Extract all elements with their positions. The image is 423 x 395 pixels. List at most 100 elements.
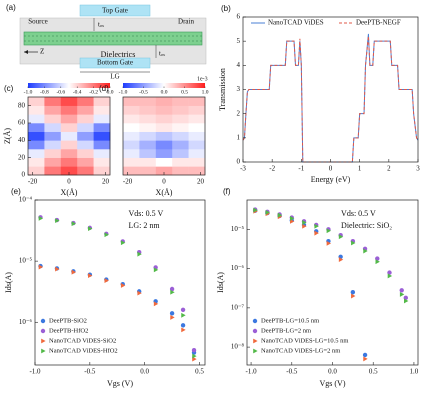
heatmap-cell [93,97,111,106]
heatmap-cell [77,140,94,150]
heatmap-cell [44,114,62,124]
y-tick-label: 10⁻⁵ [231,225,245,233]
y-axis-label: Ids(A) [4,272,13,293]
heatmap-cell [44,157,62,167]
heatmap-cell [44,166,62,176]
point [137,290,142,296]
point [326,240,332,246]
colorbar-tick-label: 0.0 [161,89,168,95]
heatmap-cell [188,166,206,176]
heatmap-cell [60,140,78,150]
channel [23,31,203,46]
heatmap-cell [172,166,189,176]
y-tick-label: 3 [237,85,241,93]
x-tick-label: -20 [123,178,133,186]
point [302,220,307,225]
z-label: Z [40,48,44,56]
heatmap-cell [60,105,78,115]
heatmap-cell [77,105,94,115]
y-axis-label: Z(Å) [3,128,12,144]
colorbar-tick-label: -0.8 [40,89,49,95]
x-tick-label: 1.0 [410,368,419,376]
x-axis-label: X(Å) [61,188,78,197]
point [88,226,93,232]
point [38,216,44,221]
colorbar-tick-label: 1.0 [202,89,209,95]
x-tick-label: -20 [28,178,38,186]
x-tick-label: 0.0 [140,368,149,376]
heatmap-cell [155,105,173,115]
heatmap-cell [188,149,206,158]
heatmap-cell [172,97,189,106]
dielectrics-label: Dielectrics [101,50,136,59]
point [399,292,405,297]
point [351,240,356,246]
top-gate-label: Top Gate [102,7,128,15]
heatmap-cell [123,166,140,176]
x-axis-label: X(Å) [156,188,173,197]
heatmap-cell [188,123,206,132]
heatmap-cell [28,157,45,167]
y-tick-label: 40 [18,136,26,144]
x-tick-label: -2 [269,165,275,173]
legend-label: DeePTB-LG=2 nm [261,327,311,334]
heatmap-cell [77,114,94,124]
colorbar-tick-label: -1.0 [119,89,128,95]
x-axis-label: Vgs (V) [320,379,346,388]
legend-label: DeePTB-LG=10.5 nm [261,317,319,324]
heatmap-cell [60,166,78,176]
point [362,352,368,358]
point [71,221,76,227]
heatmap-cell [28,114,45,124]
panel: (f) DeePTB-LG=10.5 nm DeePTB-LG=2 nm NanoTC… [216,187,419,388]
y-tick-label: 0 [22,171,26,179]
heatmap-cell [139,157,157,167]
point [181,327,186,333]
heatmap-cell [172,131,189,141]
annotation: Vds: 0.5 V [129,209,164,218]
legend-marker [252,318,258,324]
legend-marker [41,338,46,344]
heatmap-cell [28,131,45,141]
tox-label: tₒₓ [159,50,166,58]
heatmap-cell [44,149,62,158]
panel: (d) -1.0 -0.5 0.0 0.5 1.0 1e-3 -20 0 20 X(Å) [99,76,209,196]
colorbar [123,83,205,88]
heatmap-cell [28,149,45,158]
colorbar [28,83,110,88]
annotation: Vds: 0.5 V [341,209,376,218]
point [314,230,319,236]
point [181,312,186,318]
x-tick-label: 20 [102,178,110,186]
annotation: LG: 2 nm [129,221,161,230]
panel-label: (c) [4,84,14,93]
legend-marker [40,318,46,324]
point [180,307,186,312]
legend-marker [252,328,258,334]
heatmap-cell [123,105,140,115]
heatmap-cell [123,131,140,141]
y-tick-label: 60 [18,119,26,127]
heatmap-cell [93,123,111,132]
heatmap-cell [139,166,157,176]
point [170,289,175,295]
x-tick-label: -1.0 [29,368,41,376]
heatmap-cell [93,114,111,124]
point [104,278,109,284]
heatmap-cell [93,166,111,176]
heatmap-cell [123,114,140,124]
heatmap-cell [28,123,45,132]
point [153,267,159,273]
y-tick-label: 10⁻⁵ [19,257,33,265]
legend-label: NanoTCAD ViDES [268,19,324,27]
x-tick-label: -1.0 [246,368,258,376]
y-axis-label: Ids(A) [216,272,225,293]
x-tick-label: 0.5 [369,368,378,376]
colorbar-tick-label: -0.6 [56,89,65,95]
point [314,223,319,229]
heatmap-cell [60,149,78,158]
y-tick-label: 10⁻⁴ [19,196,33,204]
heatmap-cell [60,131,78,141]
